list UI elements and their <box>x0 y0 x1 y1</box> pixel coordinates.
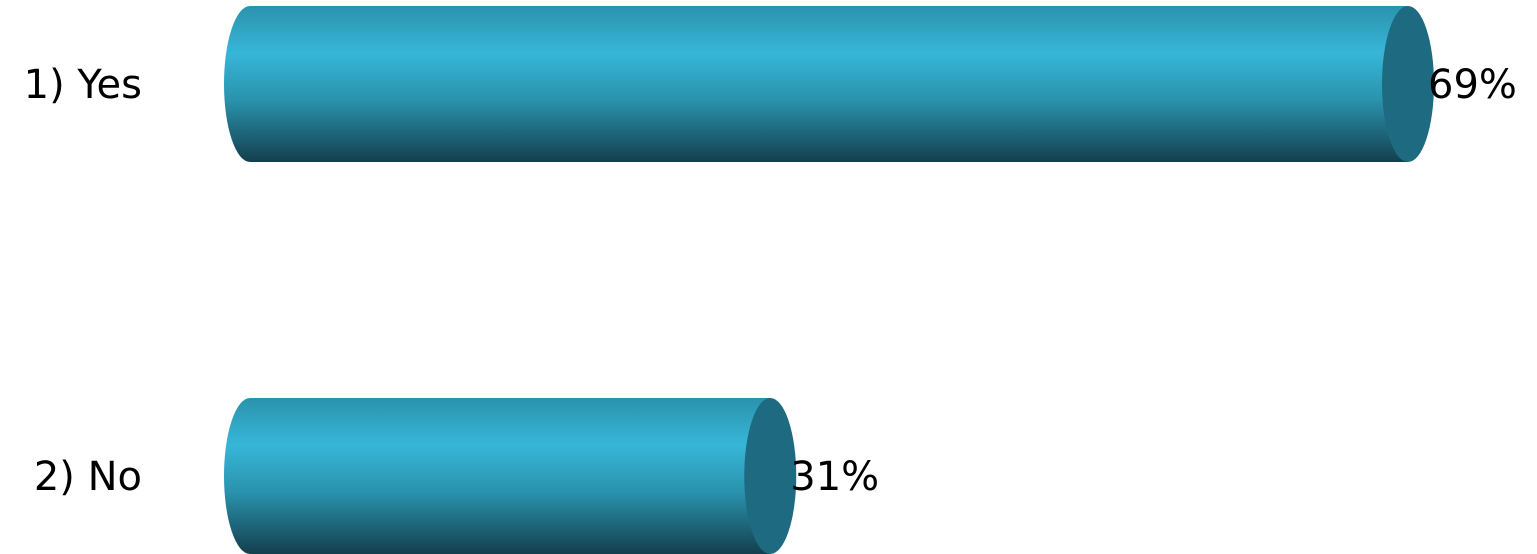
value-label: 69% <box>1428 62 1517 108</box>
bar-end-cap <box>1382 6 1434 162</box>
category-label: 1) Yes <box>24 62 142 108</box>
bar-end-cap <box>744 398 797 554</box>
bar <box>224 6 1408 162</box>
bar-group: 1) Yes 69% <box>24 6 1517 162</box>
bar <box>224 398 771 554</box>
category-label: 2) No <box>34 454 142 500</box>
value-label: 31% <box>790 454 879 500</box>
bar-group: 2) No 31% <box>34 398 879 554</box>
